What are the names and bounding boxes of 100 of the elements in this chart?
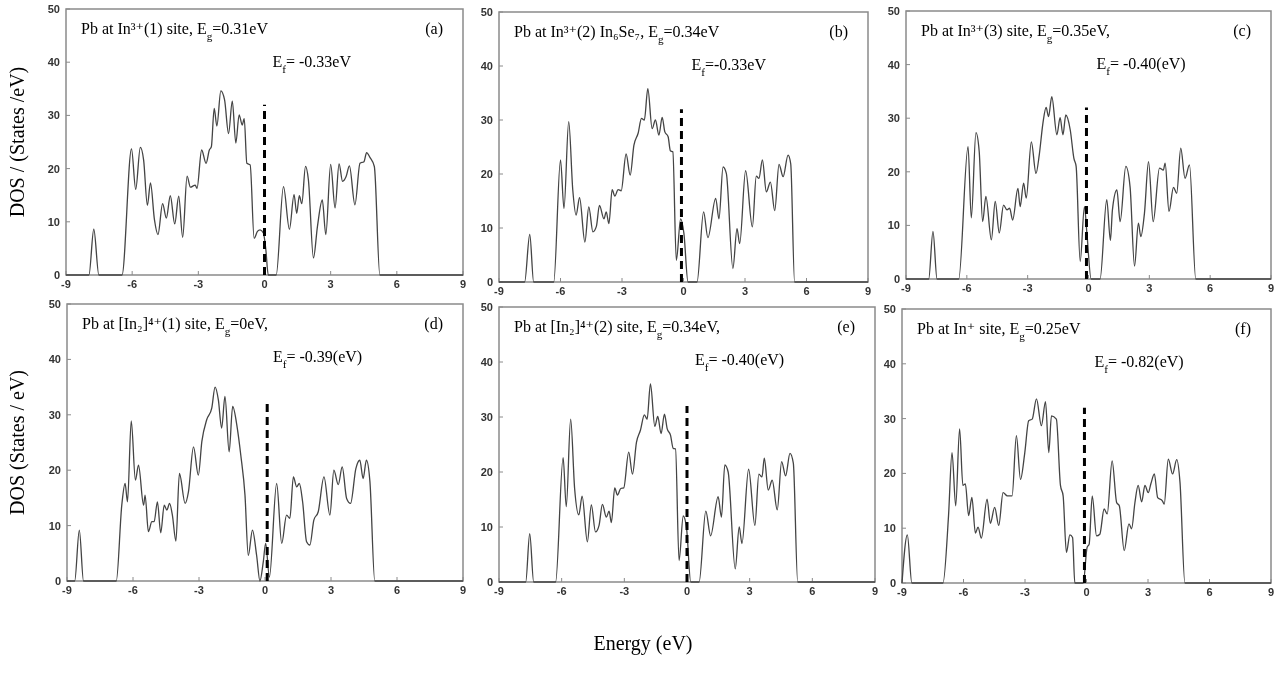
y-tick-label: 10 <box>480 521 493 533</box>
x-axis-title: Energy (eV) <box>593 632 693 655</box>
x-tick-label: 6 <box>393 584 401 596</box>
annotation: (a) <box>425 20 443 38</box>
y-axis-title: DOS (States / eV) <box>6 370 29 515</box>
line-series <box>498 383 876 583</box>
y-tick-label: 40 <box>887 58 900 71</box>
x-tick-label: 3 <box>1144 586 1152 598</box>
line-series <box>498 88 869 283</box>
y-tick-label: 30 <box>887 112 900 125</box>
x-tick-label: -9 <box>494 585 504 597</box>
x-tick-label: -3 <box>619 585 630 597</box>
y-tick-label: 40 <box>48 353 61 366</box>
x-tick-label: -3 <box>617 285 627 297</box>
y-axis-title: DOS / (States /eV) <box>6 66 29 218</box>
y-tick-label: 30 <box>48 408 61 421</box>
x-tick-label: -6 <box>128 584 138 596</box>
annotation: (f) <box>1235 320 1251 338</box>
text: Pb at [In₂]⁴⁺(1) site, E$_{g}$=0eV, <box>82 315 268 337</box>
y-tick-label: 50 <box>480 6 493 18</box>
y-tick-label: 0 <box>53 269 60 281</box>
x-tick-label: -6 <box>958 586 969 598</box>
y-tick-label: 20 <box>47 162 60 175</box>
text: Pb at In³⁺(2) In₆Se₇, E$_{g}$=0.34eV <box>514 23 720 45</box>
x-tick-label: 9 <box>864 285 872 297</box>
annotation: (d) <box>424 315 443 333</box>
annotation: E$_{f}$= -0.39(eV) <box>273 348 363 370</box>
x-tick-label: 6 <box>1207 282 1214 294</box>
x-tick-label: 6 <box>1206 586 1213 598</box>
text: Pb at In³⁺(1) site, E$_{g}$=0.31eV <box>81 20 269 42</box>
y-tick-label: 10 <box>480 222 493 234</box>
annotation: (c) <box>1233 22 1251 40</box>
x-tick-label: 6 <box>809 585 816 597</box>
x-tick-label: 9 <box>1267 586 1275 598</box>
y-tick-label: 30 <box>480 114 493 126</box>
line-series <box>901 398 1272 584</box>
y-tick-label: 10 <box>48 519 61 532</box>
x-tick-label: 9 <box>459 584 467 596</box>
y-tick-label: 40 <box>883 357 896 370</box>
line-series <box>905 96 1272 280</box>
x-tick-label: -9 <box>901 282 911 294</box>
y-tick-label: 10 <box>883 522 896 535</box>
y-tick-label: 0 <box>486 576 493 588</box>
y-tick-label: 0 <box>54 575 61 587</box>
y-tick-label: 30 <box>883 412 896 425</box>
y-tick-label: 50 <box>480 301 493 313</box>
x-tick-label: 9 <box>1267 282 1275 294</box>
annotation: E$_{f}$= -0.33eV <box>272 53 352 75</box>
x-tick-label: -6 <box>961 282 972 294</box>
x-tick-label: 3 <box>1146 282 1153 294</box>
x-tick-label: 9 <box>459 278 467 290</box>
x-tick-label: -3 <box>1020 586 1030 598</box>
x-tick-label: -6 <box>555 285 566 297</box>
x-tick-label: -9 <box>897 586 907 598</box>
annotation: E$_{f}$= -0.40(eV) <box>1096 55 1186 77</box>
y-tick-label: 20 <box>887 165 900 178</box>
y-tick-label: 20 <box>480 466 493 478</box>
x-tick-label: 0 <box>261 584 269 596</box>
x-tick-label: 9 <box>871 585 879 597</box>
annotation: E$_{f}$=-0.33eV <box>691 56 767 78</box>
x-tick-label: -9 <box>61 278 71 290</box>
y-tick-label: 50 <box>47 3 60 15</box>
x-tick-label: 6 <box>803 285 810 297</box>
annotation: E$_{f}$= -0.82(eV) <box>1094 353 1184 375</box>
x-tick-label: 0 <box>683 585 691 597</box>
text: Pb at In⁺ site, E$_{g}$=0.25eV <box>917 320 1081 342</box>
y-tick-label: 50 <box>883 303 896 315</box>
text: Pb at In³⁺(3) site, E$_{g}$=0.35eV, <box>921 22 1110 44</box>
x-tick-label: 0 <box>680 285 687 297</box>
x-tick-label: -6 <box>556 585 567 597</box>
y-tick-label: 20 <box>480 168 493 180</box>
annotation: (b) <box>829 23 848 41</box>
x-tick-label: 0 <box>1083 586 1090 598</box>
x-tick-label: 3 <box>741 285 749 297</box>
x-tick-label: -3 <box>1022 282 1033 294</box>
y-tick-label: 40 <box>480 60 493 72</box>
y-tick-label: 50 <box>887 5 900 17</box>
annotation: E$_{f}$= -0.40(eV) <box>695 351 785 373</box>
x-tick-label: -9 <box>62 584 72 596</box>
y-tick-label: 30 <box>47 109 60 122</box>
line-series <box>66 386 464 582</box>
x-tick-label: -3 <box>193 278 204 290</box>
x-tick-label: 3 <box>746 585 753 597</box>
annotation: (e) <box>837 318 855 336</box>
x-tick-label: 0 <box>261 278 268 290</box>
x-tick-label: 3 <box>327 584 335 596</box>
y-tick-label: 30 <box>480 411 493 423</box>
x-tick-label: -9 <box>494 285 504 297</box>
y-tick-label: 10 <box>887 219 900 232</box>
line-series <box>65 90 464 276</box>
y-tick-label: 50 <box>48 298 61 310</box>
x-tick-label: 3 <box>327 278 334 290</box>
x-tick-label: 0 <box>1085 282 1092 294</box>
y-tick-label: 40 <box>47 56 60 69</box>
text: Pb at [In₂]⁴⁺(2) site, E$_{g}$=0.34eV, <box>514 318 720 340</box>
x-tick-label: -6 <box>127 278 138 290</box>
x-tick-label: 6 <box>393 278 400 290</box>
x-tick-label: -3 <box>194 584 204 596</box>
y-tick-label: 10 <box>47 215 60 228</box>
y-tick-label: 20 <box>48 464 61 477</box>
